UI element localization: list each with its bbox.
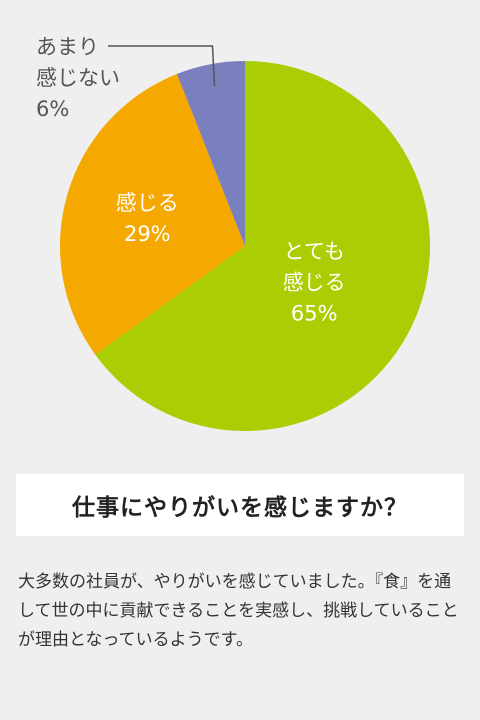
- pie-value-label-2: 29%: [124, 222, 171, 246]
- pie-category-label-3: 感じない: [36, 66, 120, 90]
- pie-category-label-1: とても: [284, 239, 345, 263]
- pie-value-label-1: 65%: [291, 301, 338, 325]
- callout-leader-line: [108, 45, 216, 87]
- pie-slice-1: [95, 61, 430, 431]
- pie-slice-3: [176, 61, 245, 246]
- pie-category-label-3: あまり: [36, 35, 99, 59]
- question-title: 仕事にやりがいを感じますか？: [72, 495, 408, 521]
- description-text: 大多数の社員が、やりがいを感じていました。『食』を通して世の中に貢献できることを…: [18, 572, 459, 650]
- question-box: 仕事にやりがいを感じますか？: [16, 474, 464, 536]
- pie-category-label-2: 感じる: [116, 191, 179, 215]
- pie-slice-2: [59, 73, 246, 355]
- pie-category-label-1: 感じる: [283, 270, 346, 294]
- pie-value-label-3: 6%: [36, 97, 69, 121]
